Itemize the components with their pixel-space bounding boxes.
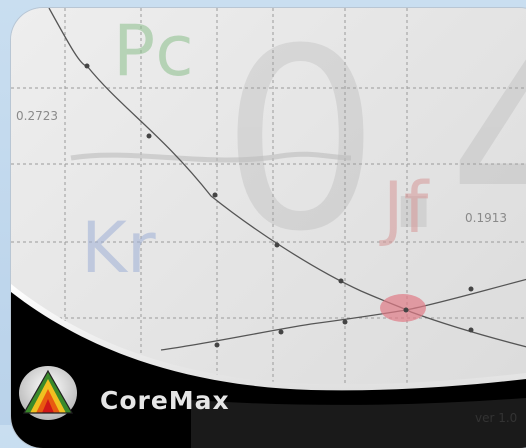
splash-panel: 0.457 (11, 8, 526, 448)
kr-curve (160, 278, 526, 351)
footer-swoosh (11, 284, 526, 448)
tick-label-left: 0.2723 (16, 109, 58, 123)
brand-name: CoreMax (100, 386, 230, 415)
coremax-logo-icon (19, 366, 77, 420)
curves-graphic (11, 8, 526, 448)
kr-label: Kr (81, 207, 156, 289)
ghost-value: 0.457 (221, 8, 526, 286)
tick-label-right: 0.1913 (465, 211, 507, 225)
pc-label: Pc (113, 10, 194, 92)
jf-label: Jf (383, 167, 429, 249)
intersection-marker (380, 294, 426, 322)
version-text: ver 1.0 (475, 411, 518, 425)
